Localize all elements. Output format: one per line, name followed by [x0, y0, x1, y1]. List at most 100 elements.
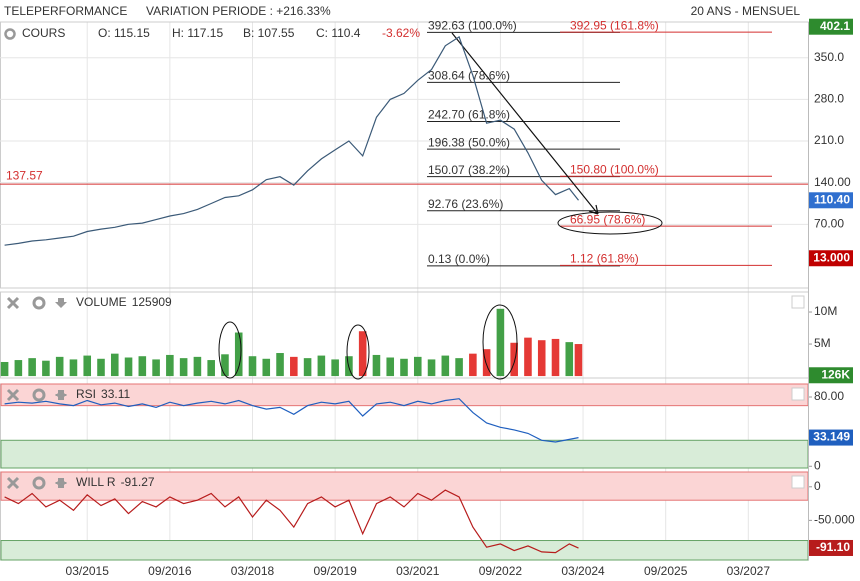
stock-name: TELEPERFORMANCE [4, 4, 127, 18]
volume-bar [303, 358, 312, 377]
y-tick-label: -50.000 [814, 513, 855, 527]
data-line [4, 398, 579, 443]
ohlc-value: B: 107.55 [243, 26, 295, 40]
volume-bar [386, 357, 395, 377]
y-tick-label: 70.00 [814, 216, 844, 230]
value-tag [809, 367, 853, 384]
value-tag [809, 539, 853, 556]
change-value: -3.62% [382, 26, 420, 40]
data-line [4, 489, 579, 554]
volume-bar [124, 357, 133, 377]
y-tick-label: 280.0 [814, 92, 844, 106]
volume-bar [97, 358, 105, 377]
value-tag-label: 402.1 [820, 19, 850, 33]
settings-icon [4, 28, 16, 40]
volume-bar [207, 360, 215, 377]
volume-bar [152, 359, 160, 377]
indicator-title: WILL R [76, 475, 116, 489]
volume-bar [496, 308, 505, 377]
series-label: COURS [22, 26, 65, 40]
variation: VARIATION PERIODE : +216.33% [146, 4, 331, 18]
volume-bar [441, 355, 450, 377]
indicator-title: RSI [76, 387, 96, 401]
y-tick-label: 10M [814, 304, 837, 318]
volume-bar [276, 353, 284, 377]
overbought-zone [0, 471, 809, 501]
volume-bar [469, 353, 477, 377]
x-tick-label: 03/2015 [66, 564, 110, 578]
volume-bar [83, 355, 92, 377]
y-tick-label: 0 [814, 458, 821, 472]
y-tick-label: 350.0 [814, 50, 844, 64]
highlight-ellipse [557, 211, 663, 235]
value-tag [809, 250, 853, 267]
y-tick-label: 210.0 [814, 133, 844, 147]
volume-bar [248, 356, 257, 377]
volume-bar [482, 349, 491, 377]
x-tick-label: 09/2022 [479, 564, 523, 578]
volume-bar [358, 331, 367, 377]
volume-bar [317, 355, 326, 377]
fib-label: 150.07 (38.2%) [428, 163, 510, 177]
fib-label: 392.63 (100.0%) [428, 19, 517, 33]
x-tick-label: 09/2016 [148, 564, 192, 578]
ohlc-value: H: 117.15 [172, 26, 223, 40]
value-tag-label: -91.10 [816, 540, 850, 554]
volume-bar [400, 358, 408, 377]
volume-bar [221, 354, 229, 377]
volume-bar [55, 356, 64, 377]
panel-checkbox [791, 295, 805, 309]
volume-bar [166, 354, 174, 377]
oversold-zone [0, 540, 809, 561]
settings-icon [32, 296, 46, 310]
volume-bar [179, 358, 188, 377]
indicator-last: -91.27 [121, 475, 155, 489]
volume-bar [331, 359, 339, 377]
ohlc-value: O: 115.15 [98, 26, 150, 40]
ohlc-value: C: 110.4 [316, 26, 361, 40]
indicator-last: 125909 [132, 295, 172, 309]
volume-bar [427, 359, 436, 377]
close-icon [6, 296, 20, 310]
highlight-ellipse [346, 324, 370, 380]
period: 20 ANS - MENSUEL [691, 4, 801, 18]
volume-bar [413, 356, 422, 377]
value-tag-label: 110.40 [814, 192, 850, 206]
volume-bar [28, 358, 36, 377]
x-tick-label: 03/2024 [561, 564, 605, 578]
value-tag [809, 18, 853, 35]
volume-bar [455, 358, 463, 377]
volume-bar [42, 360, 50, 377]
fib-label: 196.38 (50.0%) [428, 135, 510, 149]
volume-bar [290, 356, 298, 377]
fib-extension-label: 392.95 (161.8%) [570, 18, 659, 32]
value-tag [809, 192, 853, 209]
value-tag [809, 429, 853, 446]
volume-bar [524, 337, 532, 377]
move-up-icon [55, 390, 67, 400]
indicator-title: VOLUME [76, 295, 127, 309]
volume-bar [551, 338, 560, 377]
volume-bar [110, 353, 119, 377]
volume-bar [69, 359, 78, 377]
fib-label: 308.64 (78.6%) [428, 68, 510, 82]
move-down-icon [55, 298, 67, 308]
fib-label: 242.70 (61.8%) [428, 108, 510, 122]
volume-bar [565, 342, 574, 377]
fib-extension-label: 1.12 (61.8%) [570, 251, 639, 265]
volume-bar [537, 340, 546, 377]
volume-bar [262, 358, 271, 377]
volume-bar [138, 356, 147, 377]
y-tick-label: 5M [814, 336, 831, 350]
highlight-ellipse [218, 321, 242, 379]
level-label: 137.57 [6, 168, 43, 182]
y-tick-label: 80.00 [814, 389, 844, 403]
value-tag-label: 13.000 [813, 250, 850, 264]
fib-label: 0.13 (0.0%) [428, 252, 490, 266]
settings-icon [32, 388, 46, 402]
x-tick-label: 09/2019 [313, 564, 357, 578]
volume-bar [372, 354, 381, 377]
volume-bar [574, 344, 583, 377]
